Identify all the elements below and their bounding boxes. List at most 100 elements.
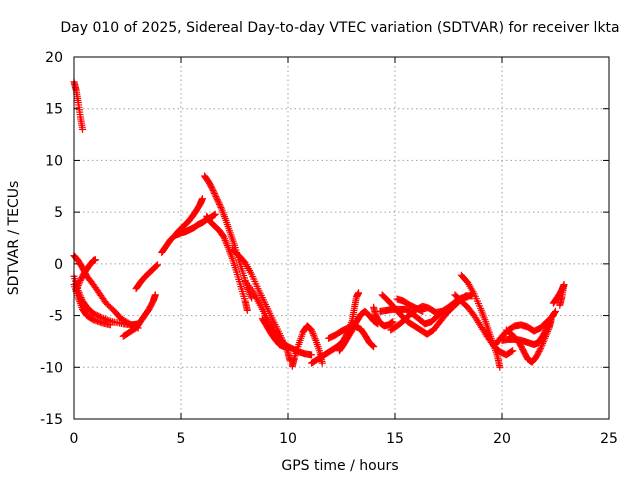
y-tick-label: 15: [45, 102, 63, 118]
data-point: [355, 289, 363, 297]
data-point: [151, 291, 159, 299]
data-point: [368, 341, 376, 349]
x-tick-labels: 0 5 10 15 20 25: [70, 431, 618, 447]
data-point: [215, 199, 223, 207]
track-arc-11: [203, 212, 251, 314]
track-arc-1: [70, 78, 87, 133]
y-tick-label: 0: [54, 257, 63, 273]
data-point: [216, 202, 224, 210]
data-point: [153, 262, 161, 270]
data-point: [213, 194, 221, 202]
data-point: [211, 210, 219, 218]
y-tick-label: -5: [49, 309, 63, 325]
data-point: [308, 326, 316, 334]
data-point: [223, 240, 231, 248]
data-point: [464, 293, 472, 301]
data-point: [73, 285, 81, 293]
data-point: [221, 236, 229, 244]
data-point: [549, 312, 557, 320]
data-point: [551, 308, 559, 316]
track-arc-28: [492, 312, 557, 349]
data-point: [556, 301, 564, 309]
track-arc-5: [72, 256, 99, 295]
data-point: [543, 324, 551, 332]
x-tick-label: 0: [70, 431, 79, 447]
data-point: [74, 283, 82, 291]
y-tick-labels: -15 -10 -5 0 5 10 15 20: [40, 50, 63, 428]
data-point: [552, 307, 559, 315]
y-tick-label: 20: [45, 50, 63, 66]
data-point: [76, 278, 84, 286]
x-tick-label: 25: [600, 431, 618, 447]
data-point: [537, 345, 545, 353]
data-point: [447, 303, 455, 311]
data-point: [508, 347, 516, 355]
track-arc-27: [498, 307, 559, 349]
data-point: [308, 351, 316, 359]
data-point: [210, 188, 218, 196]
data-point: [211, 190, 219, 198]
data-point: [221, 235, 229, 243]
x-tick-label: 20: [493, 431, 511, 447]
plot-frame: [73, 56, 610, 420]
data-point: [310, 331, 318, 339]
chart-title: Day 010 of 2025, Sidereal Day-to-day VTE…: [60, 20, 619, 36]
track-arc-22: [376, 303, 455, 328]
data-point: [216, 200, 224, 208]
data-point: [536, 346, 544, 354]
data-point: [509, 347, 517, 355]
data-point: [74, 282, 82, 290]
data-point: [310, 333, 318, 341]
y-tick-label: -10: [40, 360, 63, 376]
data-point: [152, 262, 160, 270]
data-point: [308, 328, 316, 336]
data-point: [243, 306, 251, 314]
data-point: [213, 196, 221, 204]
track-arc-23: [393, 295, 427, 315]
data-point: [280, 343, 288, 351]
data-point: [548, 313, 556, 321]
x-axis-label: GPS time / hours: [281, 458, 398, 474]
data-point: [153, 261, 161, 269]
data-marks: [70, 78, 568, 371]
data-point: [496, 363, 504, 371]
track-arc-29: [549, 281, 568, 309]
y-axis-label: SDTVAR / TECUs: [6, 181, 22, 296]
data-point: [248, 294, 256, 302]
track-arc-7: [132, 261, 161, 293]
track-arc-25: [451, 291, 517, 359]
y-tick-label: 10: [45, 153, 63, 169]
data-point: [389, 318, 397, 326]
data-point: [542, 325, 550, 333]
data-point: [311, 335, 319, 343]
data-point: [106, 321, 114, 329]
data-point: [209, 186, 217, 194]
data-point: [370, 343, 378, 351]
track-arc-6: [119, 291, 159, 340]
axis-ticks: [73, 56, 610, 420]
data-point: [419, 307, 427, 315]
track-arc-19: [370, 303, 397, 330]
data-point: [217, 203, 225, 211]
data-point: [214, 197, 222, 205]
data-point: [538, 341, 546, 349]
track-arc-14: [258, 315, 288, 351]
x-tick-label: 10: [279, 431, 297, 447]
track-arc-15: [288, 322, 326, 370]
data-point: [222, 238, 230, 246]
data-point: [91, 256, 99, 264]
grid: [74, 57, 609, 419]
data-point: [220, 233, 228, 241]
x-tick-label: 5: [177, 431, 186, 447]
data-point: [198, 195, 206, 203]
y-tick-label: -15: [40, 412, 63, 428]
data-point: [75, 280, 83, 288]
data-point: [318, 359, 326, 367]
data-point: [537, 343, 545, 351]
data-point: [369, 342, 377, 350]
data-point: [223, 242, 231, 250]
data-point: [212, 193, 220, 201]
data-point: [79, 125, 87, 133]
data-point: [211, 191, 219, 199]
